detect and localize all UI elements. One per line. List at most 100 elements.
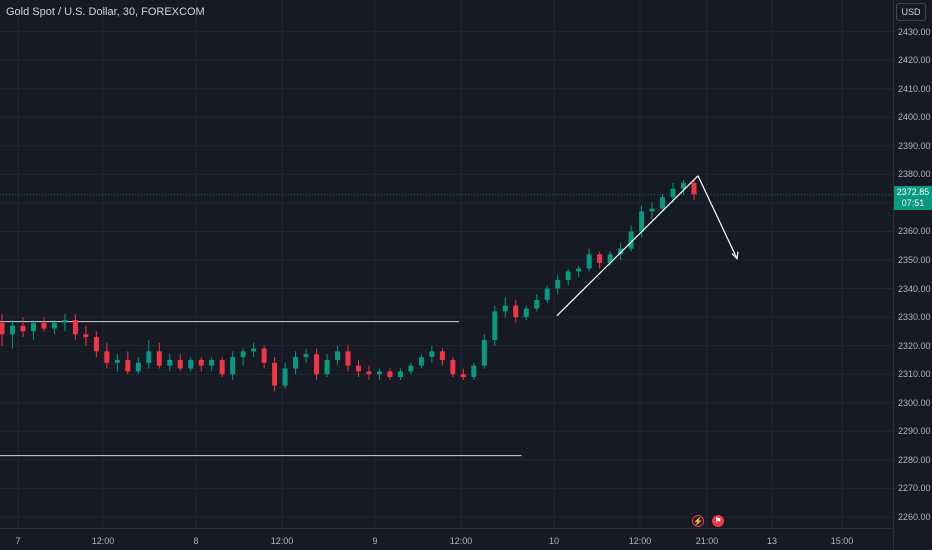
price-tick-label: 2340.00 bbox=[898, 283, 931, 294]
candle-body bbox=[597, 254, 603, 263]
candle bbox=[649, 202, 655, 221]
bar-countdown: 07:51 bbox=[901, 198, 925, 208]
candle bbox=[618, 242, 624, 260]
candle-body bbox=[41, 322, 47, 329]
candle bbox=[167, 354, 173, 372]
candle bbox=[72, 314, 78, 340]
current-price-badge: 2372.85 07:51 bbox=[894, 186, 932, 210]
candle-body bbox=[293, 357, 299, 369]
price-tick-label: 2280.00 bbox=[898, 454, 931, 465]
candle bbox=[156, 342, 162, 369]
time-tick-label: 7 bbox=[15, 536, 21, 546]
candle bbox=[366, 365, 372, 380]
time-tick-label: 9 bbox=[372, 536, 378, 546]
time-tick-label: 12:00 bbox=[449, 536, 473, 546]
time-scale[interactable] bbox=[0, 528, 893, 550]
candle-body bbox=[355, 365, 361, 372]
candle-body bbox=[30, 322, 36, 332]
candle-body bbox=[198, 359, 204, 366]
candle bbox=[513, 299, 519, 323]
time-tick-label: 12:00 bbox=[91, 536, 115, 546]
candle-body bbox=[639, 211, 645, 232]
candle-body bbox=[366, 371, 372, 375]
chart-grid bbox=[0, 0, 893, 528]
candle-body bbox=[324, 359, 330, 375]
candle bbox=[41, 317, 47, 332]
candle-body bbox=[492, 311, 498, 340]
candle bbox=[303, 348, 309, 363]
candle-body bbox=[387, 371, 393, 378]
candle bbox=[418, 354, 424, 369]
candle bbox=[387, 368, 393, 380]
candle bbox=[628, 225, 634, 252]
candle bbox=[9, 319, 15, 349]
candle-body bbox=[376, 371, 382, 375]
symbol-title: Gold Spot / U.S. Dollar, 30, FOREXCOM bbox=[6, 6, 205, 18]
candle bbox=[51, 319, 57, 335]
candle-body bbox=[188, 359, 194, 369]
arrow-head-icon bbox=[731, 251, 739, 260]
candle bbox=[450, 357, 456, 378]
candle-body bbox=[9, 325, 15, 335]
candle bbox=[20, 317, 26, 338]
candle bbox=[397, 368, 403, 380]
candle bbox=[83, 325, 89, 346]
candle-body bbox=[397, 371, 403, 378]
candle-body bbox=[72, 319, 78, 335]
time-tick-label: 10 bbox=[548, 536, 560, 546]
candle-body bbox=[513, 305, 519, 318]
candle-body bbox=[335, 351, 341, 360]
candle-body bbox=[439, 351, 445, 360]
price-tick-label: 2350.00 bbox=[898, 255, 931, 265]
candle-body bbox=[586, 254, 592, 269]
candle bbox=[471, 362, 477, 380]
candle bbox=[376, 368, 382, 380]
candle bbox=[523, 305, 529, 320]
candle bbox=[345, 345, 351, 372]
candle bbox=[670, 182, 676, 203]
candle bbox=[188, 357, 194, 372]
price-tick-label: 2400.00 bbox=[898, 112, 931, 123]
candle-body bbox=[618, 248, 624, 255]
candle bbox=[355, 359, 361, 378]
candle bbox=[555, 274, 561, 295]
candle-body bbox=[156, 351, 162, 366]
candle-body bbox=[114, 359, 120, 363]
price-tick-label: 2300.00 bbox=[898, 397, 931, 408]
price-scale[interactable] bbox=[893, 0, 932, 550]
candle-body bbox=[534, 299, 540, 309]
price-chart[interactable] bbox=[0, 0, 893, 528]
currency-button[interactable]: USD bbox=[896, 3, 926, 21]
price-tick-label: 2260.00 bbox=[898, 511, 931, 522]
candle bbox=[62, 314, 68, 332]
candle bbox=[282, 362, 288, 389]
price-tick-label: 2410.00 bbox=[898, 83, 931, 94]
lightning-icon[interactable]: ⚡ bbox=[692, 515, 704, 527]
price-tick-label: 2310.00 bbox=[898, 369, 931, 380]
candle bbox=[314, 348, 320, 380]
candle bbox=[251, 342, 257, 358]
candle-body bbox=[628, 231, 634, 249]
candle-body bbox=[314, 354, 320, 375]
candle bbox=[272, 357, 278, 392]
candle bbox=[219, 357, 225, 378]
price-tick-label: 2290.00 bbox=[898, 426, 931, 437]
candle bbox=[576, 265, 582, 278]
candle-body bbox=[251, 348, 257, 352]
horizontal-levels bbox=[0, 194, 893, 457]
candle bbox=[93, 331, 99, 358]
candle bbox=[135, 357, 141, 375]
price-tick-label: 2330.00 bbox=[898, 312, 931, 323]
candle-body bbox=[544, 288, 550, 300]
price-tick-label: 2360.00 bbox=[898, 226, 931, 237]
candle-body bbox=[649, 208, 655, 212]
candle-body bbox=[303, 354, 309, 358]
price-tick-label: 2270.00 bbox=[898, 483, 931, 494]
time-tick-label: 13 bbox=[766, 536, 778, 546]
flag-icon[interactable]: ⚑ bbox=[712, 515, 724, 527]
candle bbox=[324, 354, 330, 378]
candle-body bbox=[282, 368, 288, 386]
candle bbox=[460, 368, 466, 380]
candle-body bbox=[240, 351, 246, 358]
candle-body bbox=[125, 359, 131, 372]
